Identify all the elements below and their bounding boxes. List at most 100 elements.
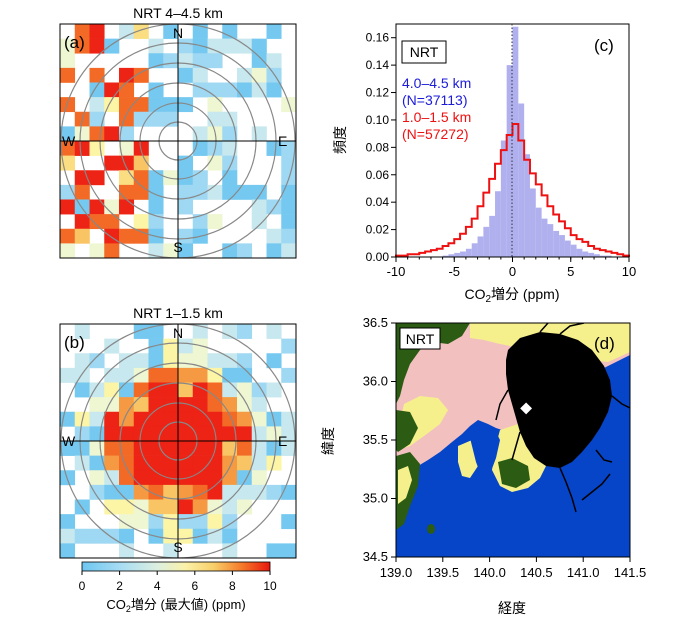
histogram-bar: [471, 243, 478, 257]
histogram-bar: [594, 254, 600, 257]
heatmap-cell: [281, 338, 296, 354]
heatmap-cell: [119, 543, 135, 558]
heatmap-cell: [281, 441, 296, 456]
heatmap-cell: [237, 82, 253, 98]
heatmap-cell: [207, 53, 223, 69]
heatmap-cell: [119, 82, 135, 98]
heatmap-cell: [163, 543, 179, 558]
heatmap-cell: [104, 243, 120, 258]
panel-a-title: NRT 4–4.5 km: [133, 5, 223, 21]
heatmap-cell: [104, 155, 120, 171]
heatmap-cell: [119, 514, 135, 530]
heatmap-cell: [60, 228, 76, 244]
heatmap-cell: [163, 455, 179, 471]
heatmap-cell: [251, 441, 267, 456]
heatmap-cell: [60, 441, 76, 456]
heatmap-cell: [237, 455, 253, 471]
heatmap-cell: [119, 228, 135, 244]
heatmap-cell: [266, 484, 282, 500]
track-north-1: [559, 323, 585, 335]
track-south-4: [511, 431, 521, 461]
heatmap-cell: [89, 243, 105, 258]
heatmap-cell: [89, 470, 105, 486]
x-tick-label: 141.5: [614, 565, 647, 580]
heatmap-cell: [192, 214, 208, 230]
histogram-bar: [535, 207, 542, 257]
heatmap-cell: [148, 367, 164, 383]
legend-series-2-name: 1.0–1.5 km: [402, 109, 471, 125]
histogram-bar: [495, 191, 501, 257]
heatmap-cell: [133, 214, 149, 230]
panel-c: -10 -5 0 5 10 0.00 0.02 0.04 0.06 0.08 0.10 0.12 0.1…: [332, 23, 636, 305]
heatmap-cell: [163, 528, 179, 544]
track-west-1: [495, 389, 509, 421]
panel-a-range-rings: [60, 24, 296, 258]
colorbar-tick-label: 0: [79, 579, 86, 593]
heatmap-cell: [222, 470, 238, 486]
heatmap-cell: [251, 470, 267, 486]
heatmap-cell: [192, 67, 208, 83]
heatmap-cell: [207, 38, 223, 54]
x-tick-label: 139.5: [427, 565, 460, 580]
panel-a-frame: [59, 23, 297, 259]
heatmap-cell: [178, 411, 194, 427]
heatmap-cell: [60, 38, 76, 54]
heatmap-cell: [222, 184, 238, 200]
histogram-bar: [506, 65, 513, 257]
heatmap-cell: [148, 411, 164, 427]
panel-b-east: E: [278, 433, 287, 449]
heatmap-cell: [163, 397, 179, 413]
map-land-north-green-2: [396, 410, 418, 452]
heatmap-cell: [60, 141, 76, 156]
heatmap-cell: [119, 382, 135, 398]
panel-a: NRT 4–4.5 km (a) N S E W: [59, 5, 297, 259]
heatmap-cell: [119, 484, 135, 500]
heatmap-cell: [222, 243, 238, 258]
histogram-bar: [500, 140, 507, 257]
map-flight-tracks: [495, 323, 630, 513]
heatmap-cell: [104, 499, 120, 515]
heatmap-cell: [60, 514, 76, 530]
track-south-2: [595, 449, 613, 463]
heatmap-cell: [74, 126, 90, 142]
heatmap-cell: [133, 484, 149, 500]
y-tick-label: 0.08: [366, 140, 390, 154]
y-tick-label: 0.04: [366, 195, 390, 209]
heatmap-cell: [178, 228, 194, 244]
histogram-bar: [512, 26, 519, 257]
heatmap-cell: [237, 426, 253, 442]
heatmap-cell: [222, 426, 238, 442]
heatmap-cell: [89, 214, 105, 230]
heatmap-cell: [148, 426, 164, 442]
y-tick-label: 36.5: [363, 315, 388, 330]
panel-c-badge-box: [401, 40, 447, 64]
heatmap-cell: [163, 514, 179, 530]
heatmap-cell: [178, 514, 194, 530]
heatmap-cell: [207, 382, 223, 398]
heatmap-cell: [148, 97, 164, 113]
heatmap-cell: [237, 441, 253, 456]
heatmap-cell: [74, 367, 90, 383]
heatmap-cell: [60, 367, 76, 383]
heatmap-cell: [133, 228, 149, 244]
heatmap-cell: [222, 324, 238, 339]
histogram-bar: [442, 255, 449, 257]
colorbar-gradient: [81, 561, 271, 572]
heatmap-cell: [133, 324, 149, 339]
heatmap-cell: [207, 528, 223, 544]
heatmap-cell: [104, 367, 120, 383]
heatmap-cell: [178, 528, 194, 544]
heatmap-cell: [89, 441, 105, 456]
heatmap-cell: [148, 199, 164, 215]
heatmap-cell: [266, 382, 282, 398]
heatmap-cell: [178, 67, 194, 83]
track-north-2: [539, 323, 549, 333]
heatmap-cell: [178, 338, 194, 354]
heatmap-cell: [119, 199, 135, 215]
map-land-boso-green: [498, 458, 530, 488]
airport-marker: [519, 401, 533, 416]
heatmap-cell: [251, 382, 267, 398]
heatmap-cell: [251, 126, 267, 142]
heatmap-cell: [192, 53, 208, 69]
